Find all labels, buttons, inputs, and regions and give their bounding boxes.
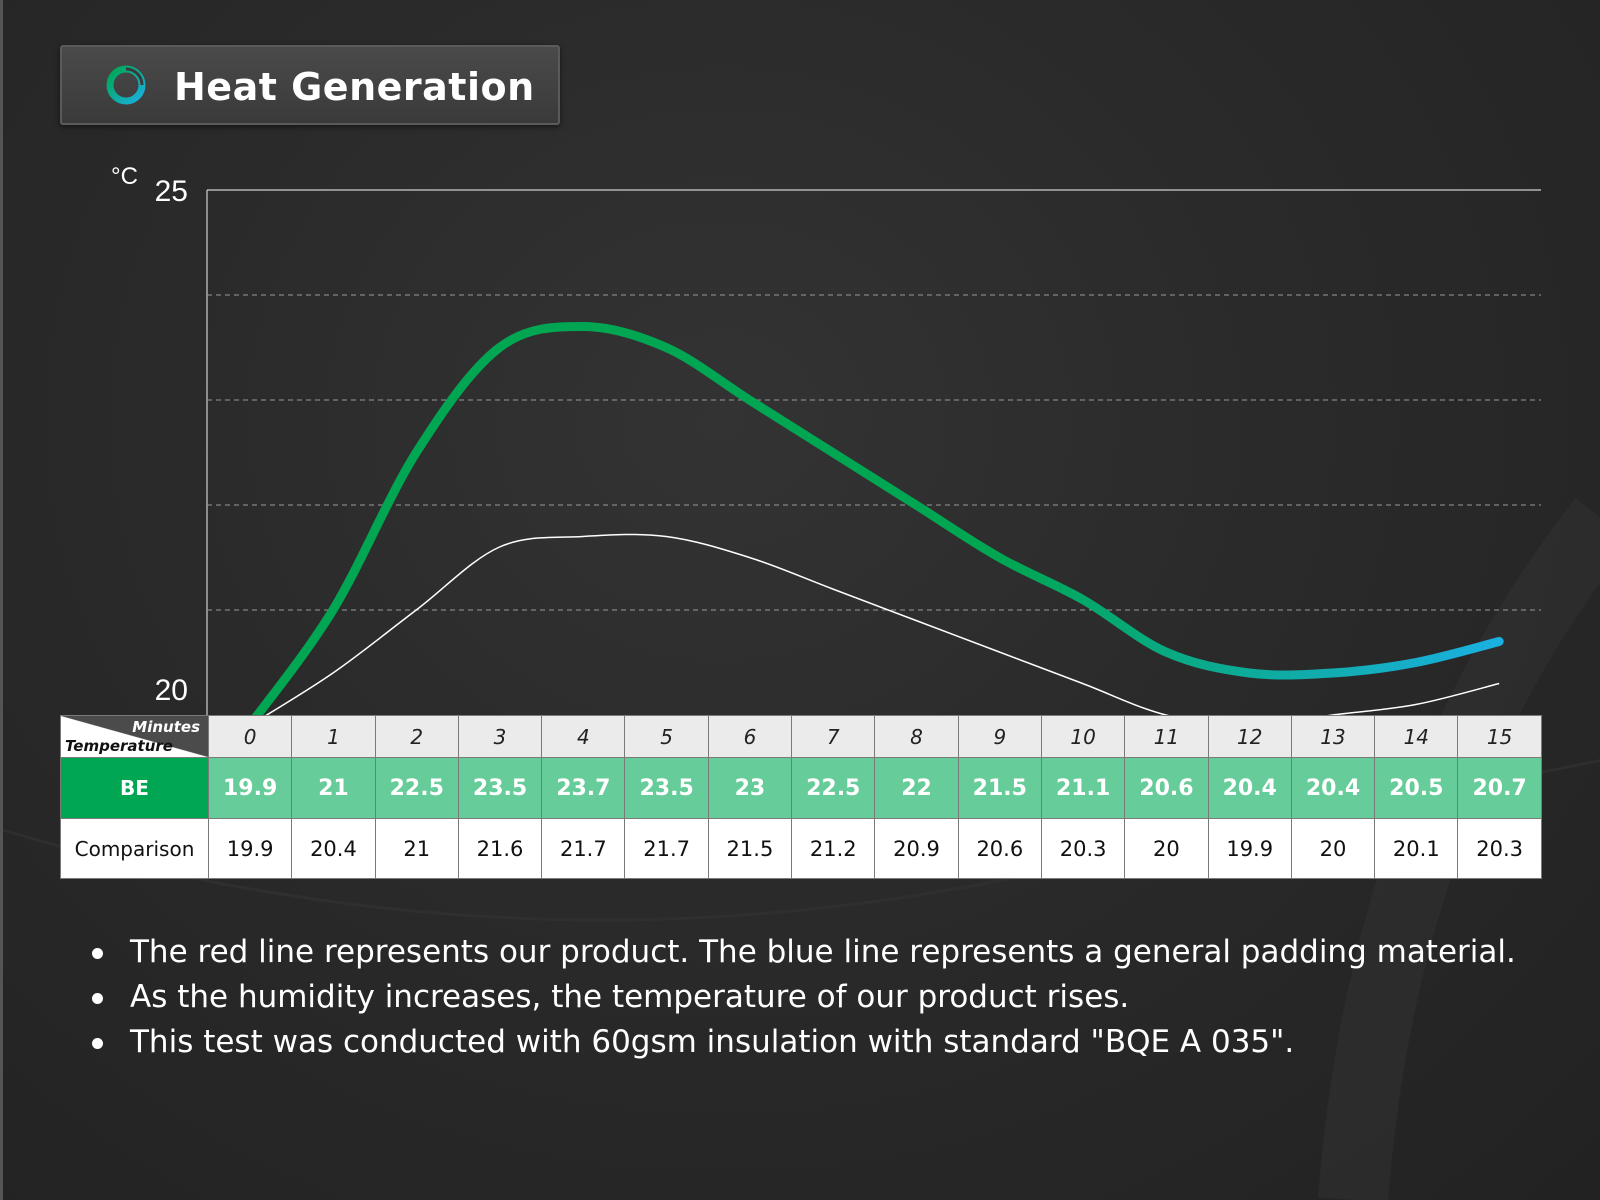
comparison-value-cell: 21.5 bbox=[707, 818, 793, 879]
comparison-value-cell: 19.9 bbox=[207, 818, 293, 879]
y-tick-top: 25 bbox=[154, 175, 188, 208]
comparison-value-cell: 21 bbox=[374, 818, 459, 879]
minute-cell: 15 bbox=[1457, 715, 1542, 758]
be-value-cell: 20.4 bbox=[1207, 757, 1292, 819]
minute-cell: 8 bbox=[874, 715, 959, 758]
comparison-value-cell: 20 bbox=[1124, 818, 1209, 879]
minutes-header: Minutes bbox=[132, 718, 200, 736]
be-value-cell: 20.5 bbox=[1374, 757, 1459, 819]
minute-cell: 2 bbox=[374, 715, 459, 758]
comparison-series-line bbox=[265, 533, 1500, 715]
be-value-cell: 21 bbox=[291, 757, 376, 819]
be-value-cell: 20.7 bbox=[1457, 757, 1542, 819]
be-value-cell: 19.9 bbox=[207, 757, 293, 819]
minute-cell: 6 bbox=[707, 715, 793, 758]
comparison-value-cell: 21.6 bbox=[457, 818, 543, 879]
comparison-value-cell: 20.9 bbox=[874, 818, 959, 879]
comparison-value-cell: 19.9 bbox=[1207, 818, 1292, 879]
minute-cell: 3 bbox=[457, 715, 543, 758]
be-value-cell: 22 bbox=[874, 757, 959, 819]
minute-cell: 13 bbox=[1290, 715, 1376, 758]
be-label: BE bbox=[60, 757, 209, 819]
be-value-cell: 23 bbox=[707, 757, 793, 819]
be-value-cell: 21.5 bbox=[957, 757, 1042, 819]
comparison-value-cell: 21.7 bbox=[624, 818, 709, 879]
be-value-cell: 22.5 bbox=[374, 757, 459, 819]
be-value-cell: 23.7 bbox=[541, 757, 626, 819]
comparison-value-cell: 21.7 bbox=[541, 818, 626, 879]
comparison-value-cell: 20.4 bbox=[291, 818, 376, 879]
comparison-label: Comparison bbox=[60, 818, 209, 879]
y-tick-bottom: 20 bbox=[154, 674, 188, 707]
minutes-row: Minutes Temperature 0 1 2 3 4 5 6 7 8 9 10 11 12 13 14… bbox=[60, 715, 1542, 758]
be-value-cell: 23.5 bbox=[457, 757, 543, 819]
comparison-value-cell: 20.6 bbox=[957, 818, 1042, 879]
minute-cell: 5 bbox=[624, 715, 709, 758]
comparison-value-cell: 20.1 bbox=[1374, 818, 1459, 879]
be-value-cell: 23.5 bbox=[624, 757, 709, 819]
note-item: The red line represents our product. The… bbox=[92, 930, 1516, 975]
comparison-value-cell: 20 bbox=[1290, 818, 1376, 879]
comparison-value-cell: 20.3 bbox=[1040, 818, 1126, 879]
y-axis-unit: °C bbox=[111, 163, 138, 190]
comparison-row: Comparison 19.9 20.4 21 21.6 21.7 21.7 21.5 21.… bbox=[60, 818, 1542, 879]
minute-cell: 1 bbox=[291, 715, 376, 758]
be-row: BE 19.9 21 22.5 23.5 23.7 23.5 23 22.5 22 21.5 21.… bbox=[60, 757, 1542, 819]
comparison-value-cell: 20.3 bbox=[1457, 818, 1542, 879]
comparison-value-cell: 21.2 bbox=[791, 818, 876, 879]
title-panel: Heat Generation bbox=[60, 45, 560, 125]
be-value-cell: 20.4 bbox=[1290, 757, 1376, 819]
note-item: This test was conducted with 60gsm insul… bbox=[92, 1020, 1516, 1065]
minute-cell: 12 bbox=[1207, 715, 1292, 758]
ring-icon bbox=[106, 65, 146, 105]
minute-cell: 4 bbox=[541, 715, 626, 758]
notes-list: The red line represents our product. The… bbox=[92, 930, 1516, 1065]
be-value-cell: 21.1 bbox=[1040, 757, 1126, 819]
minute-cell: 10 bbox=[1040, 715, 1126, 758]
be-value-cell: 20.6 bbox=[1124, 757, 1209, 819]
minute-cell: 14 bbox=[1374, 715, 1459, 758]
page-title: Heat Generation bbox=[174, 65, 535, 109]
be-value-cell: 22.5 bbox=[791, 757, 876, 819]
minute-cell: 11 bbox=[1124, 715, 1209, 758]
temperature-header: Temperature bbox=[65, 737, 173, 755]
minute-cell: 9 bbox=[957, 715, 1042, 758]
note-item: As the humidity increases, the temperatu… bbox=[92, 975, 1516, 1020]
minute-cell: 0 bbox=[207, 715, 293, 758]
data-table: Minutes Temperature 0 1 2 3 4 5 6 7 8 9 10 11 12 13 14… bbox=[60, 715, 1542, 879]
be-series-line bbox=[251, 321, 1504, 715]
table-corner: Minutes Temperature bbox=[60, 715, 209, 758]
minute-cell: 7 bbox=[791, 715, 876, 758]
